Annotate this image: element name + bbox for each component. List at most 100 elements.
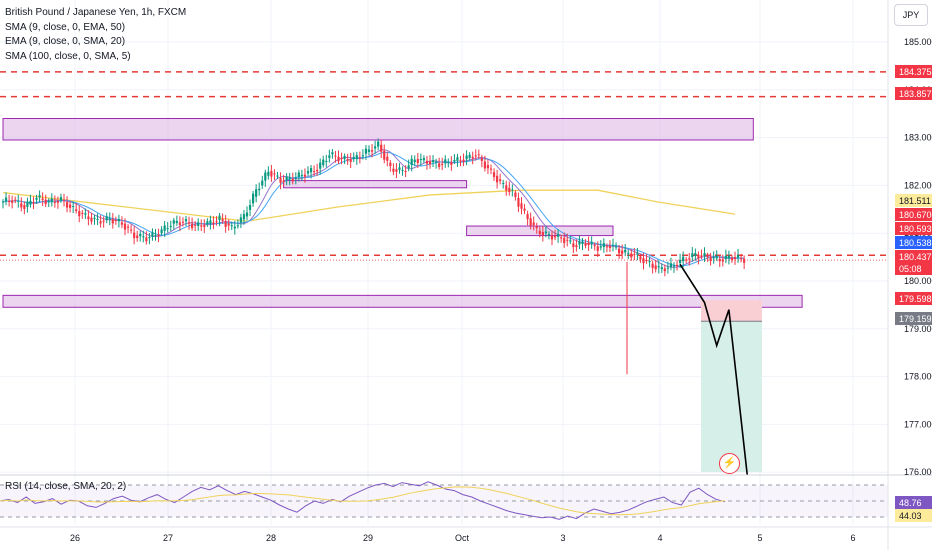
candle-body — [660, 267, 663, 270]
indicator-sma-100[interactable]: SMA (100, close, 0, SMA, 5) — [5, 50, 131, 62]
candle-body — [401, 169, 404, 171]
candle-body — [276, 175, 279, 177]
stop-loss-zone — [701, 300, 762, 322]
candle-body — [511, 189, 514, 191]
candle-body — [328, 155, 331, 158]
candle-body — [416, 159, 419, 163]
candle-body — [602, 243, 605, 247]
price-badge — [895, 87, 932, 100]
time-tick-label: 28 — [266, 533, 276, 543]
currency-button[interactable]: JPY — [894, 4, 928, 26]
price-badge-label: 180.670 — [899, 210, 932, 220]
candle-body — [581, 241, 584, 244]
time-tick-label: 26 — [70, 533, 80, 543]
candle-body — [346, 159, 349, 161]
candle-body — [47, 200, 50, 202]
candle-body — [197, 222, 200, 227]
candlestick-series — [1, 138, 746, 375]
candle-body — [218, 215, 221, 221]
candle-body — [627, 252, 630, 254]
candle-body — [273, 173, 276, 175]
candle-body — [560, 237, 563, 239]
indicator-sma-50[interactable]: SMA (9, close, 0, EMA, 50) — [5, 21, 126, 33]
candle-body — [221, 218, 224, 221]
candle-body — [453, 160, 456, 162]
candle-body — [123, 223, 127, 230]
candle-body — [56, 200, 59, 203]
candle-body — [300, 174, 303, 176]
price-tick-label: 178.000 — [904, 372, 932, 382]
candle-body — [340, 157, 343, 159]
candle-body — [145, 237, 148, 242]
candle-body — [431, 159, 435, 163]
rsi-legend[interactable]: RSI (14, close, SMA, 20, 2) — [5, 481, 127, 492]
lightning-icon[interactable]: ⚡ — [719, 453, 740, 474]
candle-body — [160, 229, 163, 234]
candle-body — [743, 258, 746, 263]
candle-body — [428, 161, 432, 165]
candle-body — [316, 169, 319, 172]
candle-body — [285, 176, 288, 181]
candle-body — [700, 255, 703, 257]
candle-body — [203, 224, 206, 227]
rsi-line — [0, 481, 726, 520]
candle-body — [248, 205, 252, 210]
candle-body — [270, 171, 273, 177]
candle-body — [712, 257, 715, 259]
candle-body — [29, 200, 32, 205]
horizontal-price-levels — [0, 71, 888, 261]
time-tick-label: Oct — [455, 533, 470, 543]
candle-body — [389, 162, 392, 167]
sma9-line — [2, 151, 745, 267]
candle-body — [126, 226, 130, 228]
candle-body — [322, 159, 325, 166]
rsi-ma-line — [0, 486, 726, 516]
candle-body — [294, 177, 297, 179]
candle-body — [236, 225, 239, 227]
price-badge — [895, 312, 932, 325]
price-badge-label: 181.511 — [899, 196, 931, 206]
candle-body — [157, 234, 160, 237]
candle-body — [483, 161, 486, 169]
candle-body — [499, 179, 502, 182]
price-tick-label: 176.000 — [904, 467, 932, 477]
candle-body — [444, 159, 447, 164]
candle-body — [648, 261, 651, 263]
candle-body — [288, 177, 291, 180]
candle-body — [187, 222, 191, 224]
candle-body — [41, 198, 44, 201]
candle-body — [151, 232, 154, 237]
candle-body — [133, 232, 136, 239]
candle-body — [4, 197, 8, 202]
candle-body — [169, 225, 172, 227]
candle-body — [590, 241, 593, 244]
candle-body — [550, 235, 554, 240]
symbol-title[interactable]: British Pound / Japanese Yen, 1h, FXCM — [5, 7, 187, 18]
price-tick-label: 182.000 — [904, 180, 932, 190]
candle-body — [163, 225, 166, 231]
sr-zone — [2, 117, 754, 141]
candle-body — [337, 156, 340, 162]
candle-body — [480, 157, 483, 162]
candle-body — [642, 258, 645, 264]
candle-body — [72, 206, 75, 208]
short-position-tool[interactable] — [701, 300, 762, 472]
projection-arrow — [679, 263, 748, 475]
candle-body — [419, 158, 422, 160]
indicator-ema-20[interactable]: EMA (9, close, 0, SMA, 20) — [5, 36, 126, 47]
candle-body — [730, 257, 734, 260]
candle-body — [200, 225, 203, 227]
price-badge — [895, 208, 932, 221]
candle-body — [139, 233, 142, 237]
candle-body — [502, 182, 505, 184]
candle-body — [639, 256, 642, 260]
candle-body — [75, 209, 78, 211]
candle-body — [541, 232, 544, 236]
candle-body — [264, 172, 267, 181]
candle-body — [663, 268, 666, 272]
candle-body — [520, 203, 523, 209]
candle-body — [489, 168, 493, 170]
price-badge — [895, 194, 932, 207]
